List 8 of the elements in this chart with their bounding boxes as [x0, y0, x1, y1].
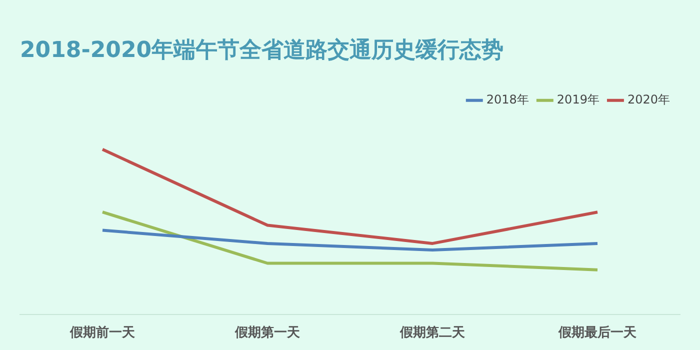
- legend-label: 2019年: [556, 92, 600, 107]
- legend-label: 2018年: [486, 92, 529, 107]
- x-tick-label: 假期最后一天: [558, 324, 638, 341]
- x-tick-label: 假期第二天: [399, 326, 466, 341]
- x-tick-label: 假期前一天: [69, 326, 136, 341]
- legend-label: 2020年: [627, 92, 670, 107]
- chart-title: 2018-2020年端午节全省道路交通历史缓行态势: [20, 36, 504, 63]
- x-tick-label: 假期第一天: [234, 326, 301, 341]
